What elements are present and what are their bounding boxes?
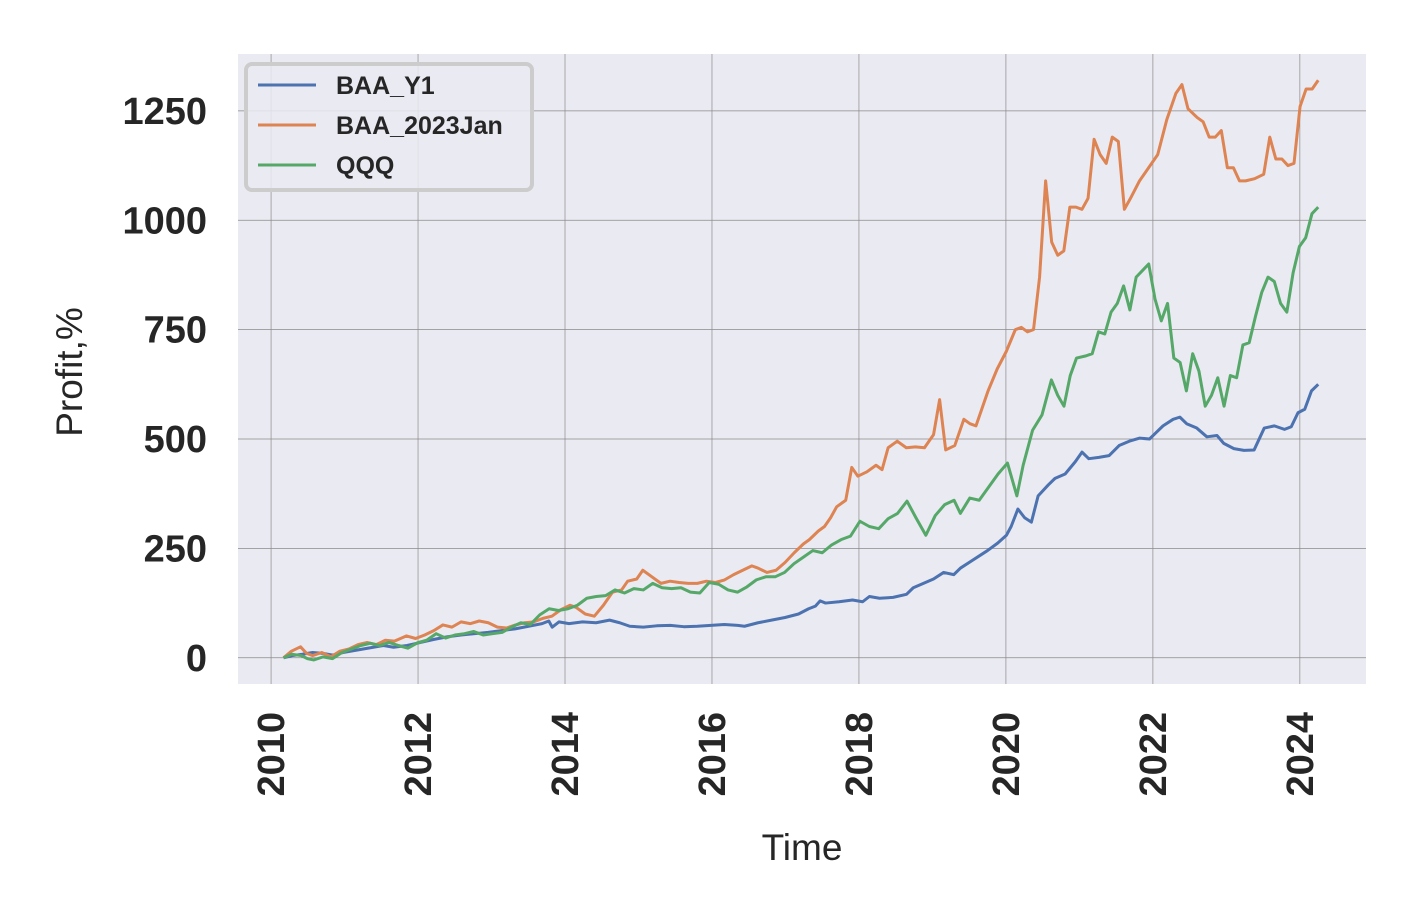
legend-label-baa-y1: BAA_Y1	[336, 72, 435, 100]
x-tick-label-2024: 2024	[1280, 712, 1322, 797]
y-tick-label-1000: 1000	[122, 200, 207, 242]
y-tick-label-0: 0	[186, 638, 207, 680]
y-tick-label-500: 500	[144, 419, 207, 461]
x-axis-label: Time	[762, 827, 843, 868]
legend-box	[244, 62, 534, 192]
x-tick-label-2014: 2014	[545, 712, 587, 797]
legend-items: BAA_Y1 BAA_2023Jan QQQ	[258, 72, 503, 180]
x-tick-label-2020: 2020	[986, 712, 1028, 797]
y-tick-label-250: 250	[144, 528, 207, 570]
x-axis-ticks: 2010 2012 2014 2016 2018 2020 2022 2024	[251, 712, 1322, 797]
x-tick-label-2010: 2010	[251, 712, 293, 797]
x-tick-label-2018: 2018	[839, 712, 881, 797]
series-line-baa-2023jan	[282, 79, 1320, 659]
y-axis-label: Profit,%	[49, 307, 90, 437]
legend: BAA_Y1 BAA_2023Jan QQQ	[244, 62, 534, 192]
y-tick-label-1250: 1250	[122, 91, 207, 133]
x-tick-label-2012: 2012	[398, 712, 440, 797]
series-line-qqq	[282, 206, 1320, 662]
grid-lines	[238, 54, 1366, 684]
legend-label-baa-2023jan: BAA_2023Jan	[336, 112, 503, 140]
y-tick-label-750: 750	[144, 310, 207, 352]
legend-label-qqq: QQQ	[336, 152, 394, 180]
x-tick-label-2016: 2016	[692, 712, 734, 797]
series-lines	[282, 79, 1320, 662]
y-axis-ticks: 0 250 500 750 1000 1250	[122, 91, 207, 680]
x-tick-label-2022: 2022	[1133, 712, 1175, 797]
